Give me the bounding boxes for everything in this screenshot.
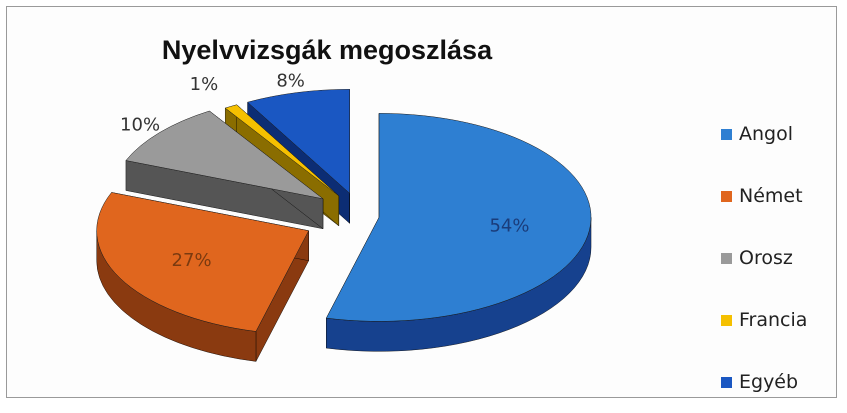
legend-swatch bbox=[721, 128, 732, 140]
legend-item-angol: Angol bbox=[721, 103, 841, 165]
legend-item-francia: Francia bbox=[721, 289, 841, 351]
legend-label: Francia bbox=[739, 309, 808, 331]
pie-label-egyeb: 8% bbox=[276, 71, 305, 92]
pie-slice-angol bbox=[325, 113, 592, 352]
pie-slice-nemet bbox=[96, 192, 310, 362]
legend-label: Orosz bbox=[739, 247, 793, 269]
legend-label: Egyéb bbox=[739, 371, 799, 393]
legend-swatch bbox=[721, 252, 732, 264]
legend-item-egyeb: Egyéb bbox=[721, 351, 841, 413]
pie-slice-orosz bbox=[125, 110, 324, 230]
pie-label-nemet: 27% bbox=[172, 250, 212, 271]
legend-swatch bbox=[721, 314, 732, 326]
pie-label-orosz: 10% bbox=[120, 115, 160, 136]
pie-label-angol: 54% bbox=[489, 215, 529, 236]
chart-title: Nyelvvizsgák megoszlása bbox=[161, 35, 493, 65]
chart-legend: Angol Német Orosz Francia Egyéb bbox=[721, 103, 841, 413]
pie-label-francia: 1% bbox=[190, 74, 219, 95]
legend-label: Német bbox=[739, 185, 803, 207]
legend-label: Angol bbox=[739, 123, 794, 145]
legend-item-orosz: Orosz bbox=[721, 227, 841, 289]
legend-swatch bbox=[721, 376, 732, 388]
legend-item-nemet: Német bbox=[721, 165, 841, 227]
legend-swatch bbox=[721, 190, 732, 202]
